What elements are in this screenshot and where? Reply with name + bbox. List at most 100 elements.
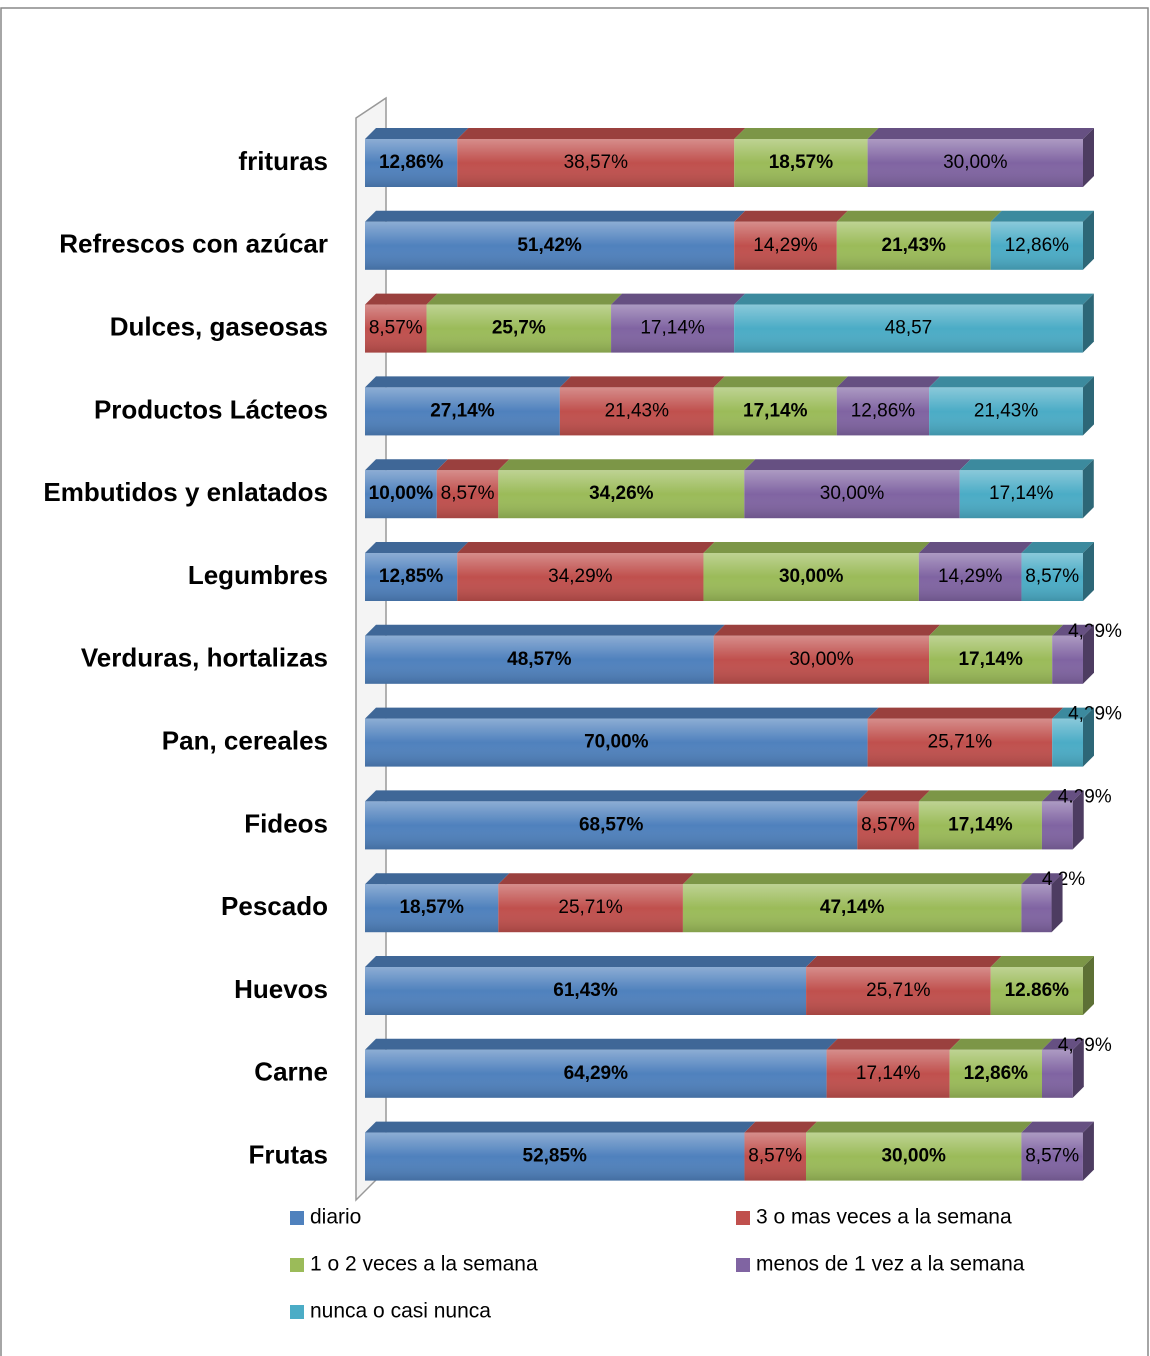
value-label: 18,57% bbox=[399, 897, 464, 918]
legend-label: diario bbox=[310, 1206, 361, 1229]
category-label: Pan, cereales bbox=[162, 725, 328, 755]
bar-top bbox=[436, 459, 510, 471]
category-label: Verduras, hortalizas bbox=[81, 643, 328, 673]
bar-top bbox=[365, 790, 869, 802]
bar-top bbox=[682, 873, 1033, 885]
bar-segment bbox=[929, 624, 1064, 684]
bar-top bbox=[959, 459, 1094, 471]
value-label: 8,57% bbox=[861, 814, 915, 835]
bar-shine bbox=[1041, 801, 1073, 850]
bar-segment bbox=[365, 542, 469, 601]
bar-top bbox=[1021, 873, 1063, 885]
bar-side bbox=[1082, 459, 1094, 519]
bar-shine bbox=[365, 470, 437, 519]
bar-segment bbox=[805, 1121, 1033, 1181]
bar-segment bbox=[498, 459, 756, 519]
bar-side bbox=[1083, 707, 1094, 767]
value-label: 21,43% bbox=[605, 400, 670, 421]
value-label: 17,14% bbox=[640, 318, 705, 339]
bar-segment bbox=[744, 459, 971, 519]
bar-segment bbox=[734, 293, 1094, 353]
bar-segment bbox=[365, 707, 879, 767]
value-label: 30,00% bbox=[943, 152, 1008, 173]
bar-top bbox=[1052, 624, 1094, 636]
value-label: 34,26% bbox=[589, 483, 654, 504]
bar-segment bbox=[734, 210, 848, 270]
bar-top bbox=[744, 459, 971, 471]
bar-shine bbox=[744, 1132, 806, 1181]
bar-shine bbox=[365, 139, 458, 187]
bar-top bbox=[365, 707, 879, 719]
legend-swatch bbox=[736, 1211, 750, 1225]
bar-top bbox=[990, 210, 1094, 222]
bar-segment bbox=[734, 128, 879, 187]
bar-segment bbox=[365, 293, 438, 353]
category-label: Carne bbox=[254, 1057, 328, 1087]
bar-side bbox=[1082, 1121, 1094, 1181]
bar-shine bbox=[498, 884, 683, 933]
bar-top bbox=[734, 210, 848, 222]
bar-top bbox=[836, 210, 1002, 222]
bar-top bbox=[929, 624, 1064, 636]
bar-shine bbox=[365, 884, 499, 933]
bar-segment bbox=[1021, 1121, 1094, 1181]
bar-top bbox=[713, 376, 848, 388]
value-label: 8,57% bbox=[1025, 1146, 1079, 1167]
bar-segment bbox=[836, 376, 941, 436]
bar-shine bbox=[703, 553, 919, 601]
bar-top bbox=[498, 873, 694, 885]
value-label: 12.86% bbox=[1005, 980, 1070, 1001]
value-label: 8,57% bbox=[441, 483, 495, 504]
bar-shine bbox=[806, 967, 991, 1015]
bar-segment bbox=[990, 210, 1094, 270]
value-label: 52,85% bbox=[523, 1146, 588, 1167]
value-label: 17,14% bbox=[989, 483, 1054, 504]
bar-side bbox=[1083, 542, 1094, 601]
bar-shine bbox=[457, 553, 704, 601]
bar-shine bbox=[365, 387, 560, 436]
bar-top bbox=[826, 1038, 961, 1050]
bar-top bbox=[365, 293, 438, 305]
bar-segment bbox=[806, 956, 1002, 1015]
bar-shine bbox=[990, 967, 1083, 1015]
value-label: 25,71% bbox=[558, 897, 623, 918]
bar-top bbox=[805, 1121, 1033, 1133]
bar-top bbox=[713, 624, 941, 636]
bar-segment bbox=[867, 128, 1094, 187]
value-label: 68,57% bbox=[579, 814, 644, 835]
value-label: 27,14% bbox=[430, 400, 495, 421]
bar-segment bbox=[365, 790, 869, 850]
bar-top bbox=[836, 376, 941, 388]
value-label: 14,29% bbox=[753, 235, 818, 256]
value-label: 25,71% bbox=[928, 732, 993, 753]
value-label: 25,7% bbox=[492, 318, 546, 339]
value-label: 48,57 bbox=[885, 318, 933, 339]
bar-top bbox=[457, 128, 746, 139]
bar-shine bbox=[365, 304, 427, 353]
legend-swatch bbox=[290, 1211, 304, 1225]
bar-top bbox=[426, 293, 623, 305]
bar-top bbox=[559, 376, 725, 388]
bar-top bbox=[867, 128, 1094, 139]
bar-top bbox=[365, 624, 725, 636]
category-label: Pescado bbox=[221, 891, 328, 921]
bar-top bbox=[929, 376, 1094, 388]
bar-top bbox=[611, 293, 746, 305]
bar-shine bbox=[734, 139, 868, 187]
category-label: Huevos bbox=[234, 974, 328, 1004]
bar-segment bbox=[611, 293, 746, 353]
bar-shine bbox=[365, 718, 868, 767]
value-label: 12,85% bbox=[379, 566, 444, 587]
value-label: 30,00% bbox=[881, 1146, 946, 1167]
value-label: 8,57% bbox=[1025, 566, 1079, 587]
value-label: 4,29% bbox=[1068, 704, 1122, 725]
bar-side bbox=[1083, 376, 1094, 436]
bar-shine bbox=[949, 1049, 1043, 1098]
bar-top bbox=[806, 956, 1002, 967]
bar-side bbox=[1083, 624, 1094, 684]
value-label: 12,86% bbox=[851, 400, 916, 421]
bar-top bbox=[949, 1038, 1054, 1050]
bar-segment bbox=[365, 376, 571, 436]
value-label: 30,00% bbox=[820, 483, 885, 504]
bar-segment bbox=[1052, 707, 1094, 767]
